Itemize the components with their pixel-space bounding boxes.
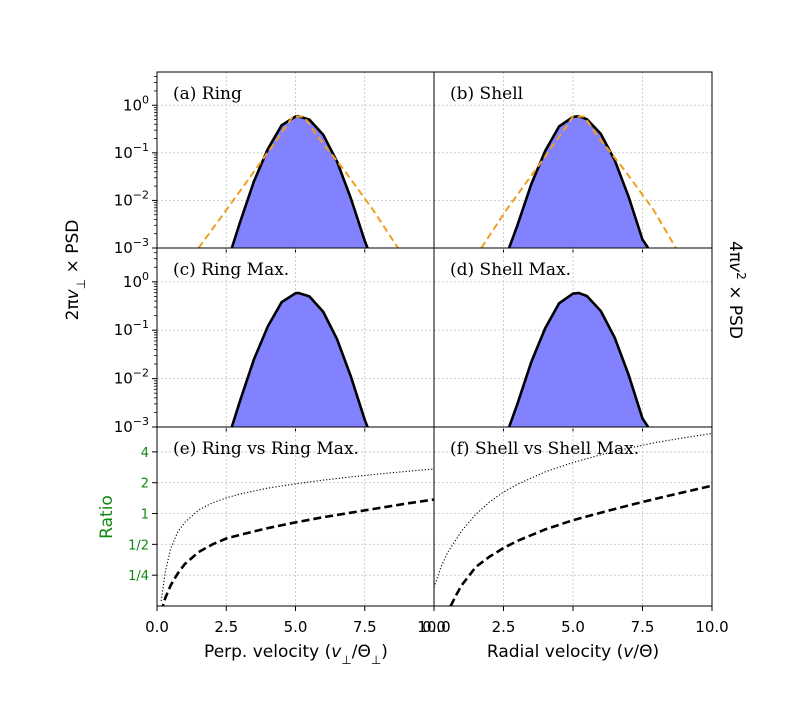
y-axis-label-right: 4πv2 × PSD: [725, 241, 748, 339]
panel-4: (d) Shell Max.: [433, 247, 713, 432]
panel-2: (b) Shell: [433, 71, 713, 253]
ratio-dashed-line: [449, 484, 712, 606]
y-axis-label-ratio: Ratio: [97, 495, 117, 539]
ratio-dotted-line: [434, 432, 712, 588]
y-tick-label: 4: [141, 446, 149, 461]
histogram-area: [509, 116, 649, 248]
y-tick-label: 1/2: [128, 538, 149, 553]
panel-3: 100 10−1 10−2 10−3 (c) Ring Max.: [114, 247, 435, 436]
fit-line: [507, 291, 650, 427]
plot-area: [160, 468, 434, 606]
plot-area: [480, 114, 677, 248]
x-axis-label-right: Radial velocity (v/Θ): [487, 642, 659, 662]
panel-title: (b) Shell: [450, 84, 523, 104]
x-tick-label: 7.5: [353, 618, 377, 636]
plot-area: [507, 291, 650, 427]
y-tick-label: 2: [141, 477, 149, 492]
ratio-dotted-line: [160, 468, 434, 602]
approx-line: [480, 115, 677, 248]
ratio-dashed-line: [161, 498, 434, 606]
panel-title: (d) Shell Max.: [450, 260, 571, 280]
y-tick-label: 1: [141, 508, 149, 523]
y-tick-label: 1/4: [128, 569, 149, 584]
y-tick-label: 10−2: [114, 367, 149, 388]
panel-title: (f) Shell vs Shell Max.: [450, 439, 639, 459]
approx-line: [197, 115, 399, 248]
x-tick-label: 2.5: [214, 618, 238, 636]
x-tick-label: 0.0: [422, 618, 446, 636]
y-axis-label-left: 2πv⊥ × PSD: [63, 220, 88, 321]
y-tick-label: 100: [123, 93, 149, 114]
y-tick-label: 10−3: [114, 236, 149, 257]
panel-title: (e) Ring vs Ring Max.: [173, 439, 359, 459]
y-tick-label: 10−2: [114, 188, 149, 209]
histogram-area: [231, 292, 368, 427]
histogram-area: [509, 292, 649, 427]
y-tick-label: 10−3: [114, 415, 149, 436]
x-axis-label-left: Perp. velocity (v⊥/Θ⊥): [204, 642, 388, 667]
x-tick-label: 5.0: [561, 618, 585, 636]
x-tick-label: 7.5: [631, 618, 655, 636]
x-tick-label: 10.0: [417, 618, 450, 636]
histogram-area: [231, 116, 368, 248]
plot-area: [434, 432, 712, 606]
plot-area: [230, 291, 369, 427]
panel-1: 100 10−1 10−2 10−3 (a) Ring: [114, 71, 435, 257]
panel-title: (a) Ring: [173, 84, 242, 104]
panel-title: (c) Ring Max.: [173, 260, 289, 280]
y-tick-label: 10−1: [114, 318, 149, 339]
panel-5: 4 2 1 1/2 1/4 0.0 2.5 5.0 7.5 10.0 (e) Ring vs Rin…: [128, 426, 451, 636]
plot-area: [197, 114, 399, 248]
panel-6: 2.5 5.0 7.5 10.0 0.0 (f) Shell vs Shell Max.: [422, 426, 729, 636]
x-tick-label: 10.0: [695, 618, 728, 636]
x-tick-label: 2.5: [492, 618, 516, 636]
y-tick-label: 10−1: [114, 141, 149, 162]
axis-labels: Perp. velocity (v⊥/Θ⊥) Radial velocity (…: [63, 220, 748, 667]
x-tick-label: 5.0: [284, 618, 308, 636]
fit-line: [230, 291, 369, 427]
y-tick-label: 100: [123, 270, 149, 291]
x-tick-label: 0.0: [145, 618, 169, 636]
